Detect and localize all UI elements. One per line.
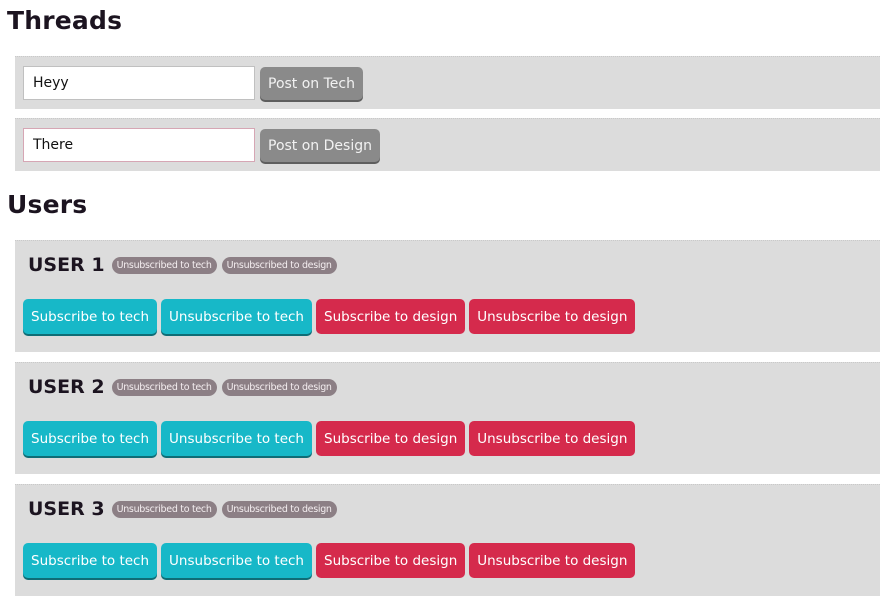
user-header: USER 1 Unsubscribed to tech Unsubscribed… [28,254,337,276]
unsubscribe-design-button[interactable]: Unsubscribe to design [469,421,636,456]
user-name: USER 2 [28,376,105,398]
user-header: USER 3 Unsubscribed to tech Unsubscribed… [28,498,337,520]
thread-row-tech: Post on Tech [15,56,880,109]
user-name: USER 3 [28,498,105,520]
unsubscribe-tech-button[interactable]: Unsubscribe to tech [161,421,312,456]
user-name: USER 1 [28,254,105,276]
subscribe-tech-button[interactable]: Subscribe to tech [23,543,158,578]
post-on-design-button[interactable]: Post on Design [260,129,380,162]
unsubscribe-design-button[interactable]: Unsubscribe to design [469,543,636,578]
user-card: USER 3 Unsubscribed to tech Unsubscribed… [15,484,880,596]
user-actions: Subscribe to tech Unsubscribe to tech Su… [23,421,636,456]
threads-heading: Threads [7,6,123,35]
unsubscribe-tech-button[interactable]: Unsubscribe to tech [161,299,312,334]
tech-status-badge: Unsubscribed to tech [111,500,217,518]
unsubscribe-tech-button[interactable]: Unsubscribe to tech [161,543,312,578]
user-card: USER 2 Unsubscribed to tech Unsubscribed… [15,362,880,474]
subscribe-tech-button[interactable]: Subscribe to tech [23,299,158,334]
unsubscribe-design-button[interactable]: Unsubscribe to design [469,299,636,334]
design-status-badge: Unsubscribed to design [221,256,337,274]
user-card: USER 1 Unsubscribed to tech Unsubscribed… [15,240,880,352]
design-status-badge: Unsubscribed to design [221,378,337,396]
tech-status-badge: Unsubscribed to tech [111,378,217,396]
thread-row-design: Post on Design [15,118,880,171]
tech-status-badge: Unsubscribed to tech [111,256,217,274]
tech-thread-input[interactable] [23,66,255,100]
post-on-tech-button[interactable]: Post on Tech [260,67,363,100]
user-actions: Subscribe to tech Unsubscribe to tech Su… [23,299,636,334]
user-header: USER 2 Unsubscribed to tech Unsubscribed… [28,376,337,398]
users-heading: Users [7,190,88,219]
subscribe-design-button[interactable]: Subscribe to design [316,421,466,456]
subscribe-design-button[interactable]: Subscribe to design [316,543,466,578]
design-status-badge: Unsubscribed to design [221,500,337,518]
subscribe-design-button[interactable]: Subscribe to design [316,299,466,334]
subscribe-tech-button[interactable]: Subscribe to tech [23,421,158,456]
user-actions: Subscribe to tech Unsubscribe to tech Su… [23,543,636,578]
design-thread-input[interactable] [23,128,255,162]
